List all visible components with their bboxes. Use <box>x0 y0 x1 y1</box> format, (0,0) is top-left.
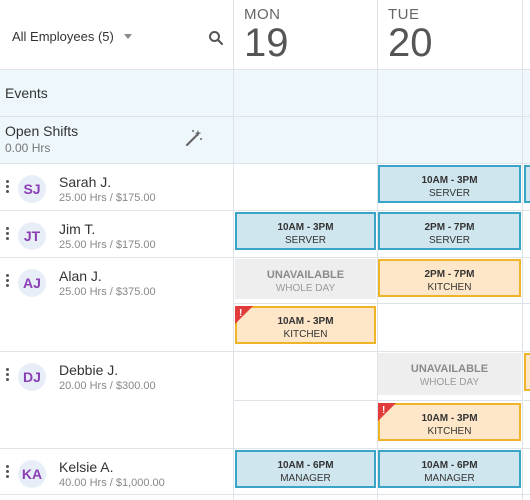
shift-card[interactable]: ! 10AM - 3PM KITCHEN <box>378 403 521 441</box>
magic-wand-icon[interactable] <box>184 128 204 148</box>
open-shifts-header: Open Shifts 0.00 Hrs <box>5 123 78 155</box>
employee-hours: 20.00 Hrs / $300.00 <box>59 380 156 392</box>
shift-card-partial[interactable] <box>524 165 530 203</box>
day-header-mon[interactable]: MON 19 <box>244 6 289 63</box>
drag-handle-icon[interactable] <box>6 368 10 381</box>
shift-role: KITCHEN <box>427 282 472 293</box>
shift-role: KITCHEN <box>283 329 328 340</box>
employee-name[interactable]: Debbie J. <box>59 362 119 378</box>
warning-flag-icon <box>235 306 253 324</box>
shift-time: 10AM - 3PM <box>277 316 334 327</box>
exclamation-icon: ! <box>239 308 243 319</box>
employee-name[interactable]: Kelsie A. <box>59 459 114 475</box>
unavailable-block[interactable]: UNAVAILABLE WHOLE DAY <box>378 353 521 395</box>
unavailable-title: UNAVAILABLE <box>266 269 345 281</box>
shift-time: 2PM - 7PM <box>424 269 475 280</box>
employee-name[interactable]: Jim T. <box>59 221 96 237</box>
shift-role: SERVER <box>285 235 326 246</box>
shift-card[interactable]: 2PM - 7PM KITCHEN <box>378 259 521 297</box>
unavailable-title: UNAVAILABLE <box>410 363 489 375</box>
shift-card[interactable]: 2PM - 7PM SERVER <box>378 212 521 250</box>
shift-time: 10AM - 6PM <box>421 460 478 471</box>
employee-filter-label: All Employees (5) <box>12 29 114 44</box>
employee-hours: 40.00 Hrs / $1,000.00 <box>59 477 165 489</box>
open-shifts-hours: 0.00 Hrs <box>5 141 51 155</box>
drag-handle-icon[interactable] <box>6 465 10 478</box>
shift-card[interactable]: 10AM - 6PM MANAGER <box>235 450 376 488</box>
unavailable-sub: WHOLE DAY <box>419 377 480 388</box>
shift-time: 10AM - 3PM <box>421 175 478 186</box>
employee-hours: 25.00 Hrs / $175.00 <box>59 192 156 204</box>
open-shifts-row <box>0 116 530 164</box>
events-row <box>0 69 530 116</box>
shift-card[interactable]: 10AM - 3PM SERVER <box>235 212 376 250</box>
shift-time: 10AM - 3PM <box>421 413 478 424</box>
drag-handle-icon[interactable] <box>6 180 10 193</box>
shift-role: MANAGER <box>280 473 331 484</box>
day-number: 20 <box>388 21 433 65</box>
shift-card[interactable]: ! 10AM - 3PM KITCHEN <box>235 306 376 344</box>
shift-card[interactable]: 10AM - 3PM SERVER <box>378 165 521 203</box>
open-shifts-label: Open Shifts <box>5 123 79 139</box>
drag-handle-icon[interactable] <box>6 227 10 240</box>
exclamation-icon: ! <box>382 405 386 416</box>
day-of-week: TUE <box>388 6 420 23</box>
avatar: AJ <box>18 269 46 297</box>
avatar: JT <box>18 222 46 250</box>
unavailable-sub: WHOLE DAY <box>275 283 336 294</box>
employee-name[interactable]: Alan J. <box>59 268 102 284</box>
avatar: SJ <box>18 175 46 203</box>
day-number: 19 <box>244 21 289 65</box>
shift-time: 10AM - 3PM <box>277 222 334 233</box>
day-header-tue[interactable]: TUE 20 <box>388 6 433 63</box>
warning-flag-icon <box>378 403 396 421</box>
events-label: Events <box>5 85 48 101</box>
shift-card[interactable]: 10AM - 6PM MANAGER <box>378 450 521 488</box>
shift-time: 10AM - 6PM <box>277 460 334 471</box>
shift-role: SERVER <box>429 188 470 199</box>
avatar: KA <box>18 460 46 488</box>
employee-hours: 25.00 Hrs / $375.00 <box>59 286 156 298</box>
employee-filter-dropdown[interactable]: All Employees (5) <box>12 29 132 44</box>
drag-handle-icon[interactable] <box>6 274 10 287</box>
shift-card-partial[interactable] <box>524 353 530 391</box>
day-of-week: MON <box>244 6 281 23</box>
caret-down-icon <box>123 34 132 39</box>
shift-role: SERVER <box>429 235 470 246</box>
shift-role: MANAGER <box>424 473 475 484</box>
search-icon[interactable] <box>208 30 224 46</box>
avatar: DJ <box>18 363 46 391</box>
employee-hours: 25.00 Hrs / $175.00 <box>59 239 156 251</box>
unavailable-block[interactable]: UNAVAILABLE WHOLE DAY <box>235 259 376 299</box>
shift-role: KITCHEN <box>427 426 472 437</box>
employee-name[interactable]: Sarah J. <box>59 174 112 190</box>
shift-time: 2PM - 7PM <box>424 222 475 233</box>
